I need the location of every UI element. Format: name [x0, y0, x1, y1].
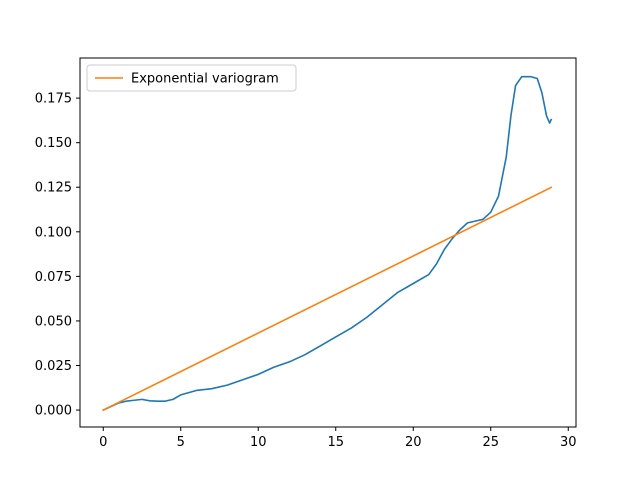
x-tick-label: 30 — [560, 435, 577, 450]
x-tick-label: 0 — [99, 435, 107, 450]
y-axis: 0.000 0.025 0.050 0.075 0.100 0.125 0.150 0.175 — [35, 92, 80, 419]
x-tick-label: 5 — [177, 435, 185, 450]
x-tick-label: 20 — [405, 435, 422, 450]
x-axis: 0 5 10 15 20 25 30 — [99, 427, 577, 450]
series-line-2 — [102, 186, 553, 412]
y-tick-label: 0.000 — [35, 404, 72, 419]
x-tick-label: 25 — [482, 435, 499, 450]
plot-frame — [79, 57, 577, 428]
y-tick-label: 0.075 — [35, 270, 72, 285]
y-tick-label: 0.150 — [35, 136, 72, 151]
legend-box — [86, 64, 297, 92]
x-tick-label: 10 — [250, 435, 267, 450]
series-group — [102, 75, 553, 412]
y-tick-label: 0.050 — [35, 314, 72, 329]
y-tick-label: 0.125 — [35, 181, 72, 196]
legend: Exponential variogram — [86, 64, 297, 92]
legend-label-exponential-variogram: Exponential variogram — [131, 72, 279, 87]
x-tick-label: 15 — [327, 435, 344, 450]
y-tick-label: 0.100 — [35, 225, 72, 240]
series-line-1 — [102, 75, 553, 412]
y-tick-label: 0.025 — [35, 359, 72, 374]
y-tick-label: 0.175 — [35, 92, 72, 107]
